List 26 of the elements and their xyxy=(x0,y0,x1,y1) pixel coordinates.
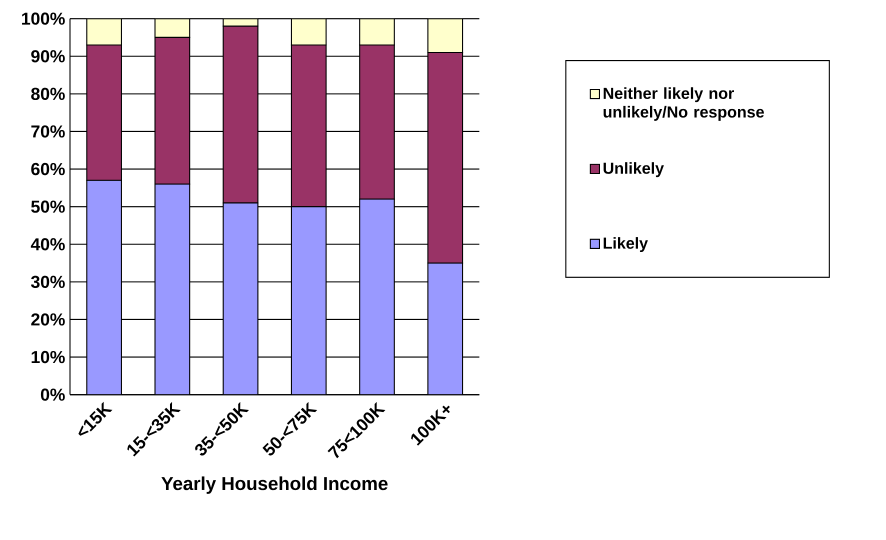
y-tick-label: 40% xyxy=(30,238,65,250)
bar xyxy=(290,206,327,395)
bar xyxy=(154,184,190,395)
y-tick-label: 30% xyxy=(30,276,65,288)
bar xyxy=(154,18,190,38)
y-tick-label: 0% xyxy=(40,388,65,401)
legend-label: Unlikely xyxy=(604,162,664,178)
bar xyxy=(427,262,464,395)
x-axis-title: Yearly Household Income xyxy=(161,476,388,494)
bar xyxy=(86,180,122,395)
y-tick-label: 60% xyxy=(31,162,65,176)
y-tick-label: 20% xyxy=(31,313,65,326)
bar xyxy=(290,18,327,46)
bar xyxy=(359,18,395,46)
y-tick-label: 100% xyxy=(22,12,65,25)
y-tick-label: 90% xyxy=(31,50,65,62)
y-tick-label: 70% xyxy=(31,125,65,138)
y-tick-label: 80% xyxy=(31,88,65,100)
legend-label: Likely xyxy=(604,237,648,252)
bar xyxy=(222,202,258,395)
legend-label: Neither likely nor unlikely/No response xyxy=(604,87,764,121)
y-tick-label: 50% xyxy=(31,200,65,213)
bar xyxy=(427,18,464,54)
y-tick-label: 10% xyxy=(32,350,65,364)
bar xyxy=(359,198,395,395)
bar xyxy=(86,18,122,46)
